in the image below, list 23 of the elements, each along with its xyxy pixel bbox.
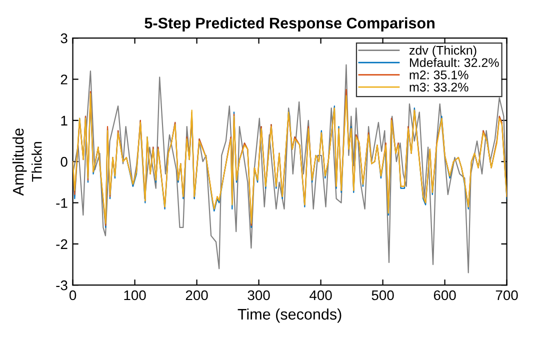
y-tick-label: 2 bbox=[60, 74, 68, 84]
text: Amplitude bbox=[12, 128, 27, 196]
x-tick-label: 400 bbox=[310, 290, 332, 300]
x-tick-label: 500 bbox=[372, 290, 394, 300]
y-tick-label: -1 bbox=[56, 198, 68, 208]
legend-label: m3: 33.2% bbox=[410, 82, 468, 92]
y-axis-title: Thickn bbox=[32, 142, 42, 182]
y-tick-label: 3 bbox=[60, 33, 68, 44]
x-axis-title: Time (seconds) bbox=[238, 308, 342, 323]
y-tick-label: 1 bbox=[61, 116, 68, 126]
chart-title: 5-Step Predicted Response Comparison bbox=[144, 17, 434, 32]
legend-label: zdv (Thickn) bbox=[409, 46, 476, 58]
y-tick-label: -3 bbox=[56, 280, 68, 290]
x-tick-label: 200 bbox=[186, 290, 208, 300]
x-tick-label: 700 bbox=[496, 290, 518, 300]
y-tick-label: -2 bbox=[56, 239, 68, 249]
x-tick-label: 300 bbox=[248, 290, 270, 300]
x-tick-label: 0 bbox=[69, 290, 76, 300]
x-tick-label: 600 bbox=[434, 290, 456, 300]
legend-label: m2: 35.1% bbox=[410, 70, 468, 80]
legend-label: Mdefault: 32.2% bbox=[410, 58, 499, 68]
x-tick-label: 100 bbox=[124, 290, 146, 300]
y-tick-label: 0 bbox=[60, 156, 68, 167]
